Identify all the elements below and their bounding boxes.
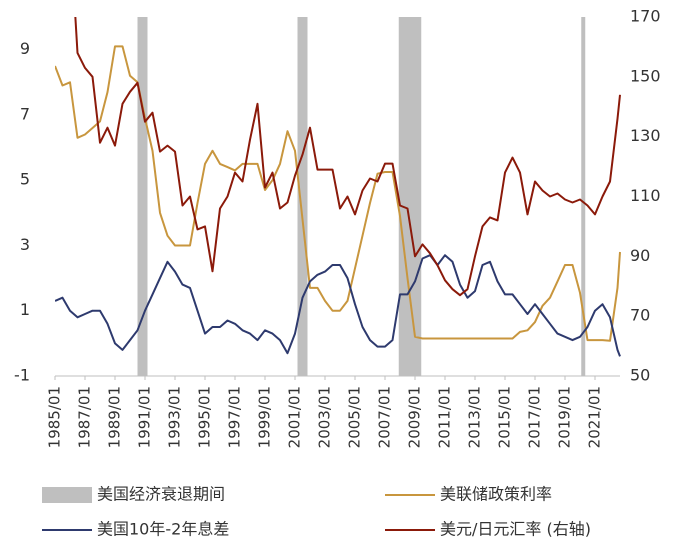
y2-tick-label: 130 [630, 126, 661, 145]
y-tick-label: 7 [20, 104, 30, 123]
x-tick-label: 1989/01 [106, 386, 124, 448]
y2-tick-label: 170 [630, 7, 661, 26]
x-tick-label: 2001/01 [286, 386, 304, 448]
legend-label: 美联储政策利率 [440, 485, 552, 504]
y-tick-label: 5 [20, 170, 30, 189]
x-tick-label: 2007/01 [376, 386, 394, 448]
recession-bar [398, 17, 422, 376]
x-tick-label: 2017/01 [526, 386, 544, 448]
x-tick-label: 2009/01 [406, 386, 424, 448]
y-tick-label: 1 [20, 300, 30, 319]
series-line [55, 254, 621, 357]
y-tick-label: 3 [20, 235, 30, 254]
recession-bar [137, 17, 148, 376]
series-line [55, 45, 621, 342]
legend-label: 美国10年-2年息差 [97, 520, 229, 539]
x-tick-label: 2019/01 [556, 386, 574, 448]
y-tick-label: -1 [14, 366, 30, 385]
recession-bar [297, 17, 308, 376]
x-tick-label: 2003/01 [316, 386, 334, 448]
legend-label: 美国经济衰退期间 [97, 485, 225, 504]
series-line [74, 17, 621, 297]
y2-tick-label: 50 [630, 366, 650, 385]
legend-swatch [42, 487, 92, 503]
x-tick-label: 2005/01 [346, 386, 364, 448]
y2-tick-label: 110 [630, 186, 661, 205]
x-tick-label: 1993/01 [166, 386, 184, 448]
legend-label: 美元/日元汇率 (右轴) [440, 520, 591, 539]
y2-tick-label: 150 [630, 66, 661, 85]
y2-tick-label: 70 [630, 306, 650, 325]
x-tick-label: 2013/01 [466, 386, 484, 448]
x-tick-label: 2015/01 [496, 386, 514, 448]
axes: -1 1 3 5 7 9 50 70 90 110 130 150 170 1985/01 1987/01 1… [14, 7, 661, 449]
y-tick-label: 9 [20, 39, 30, 58]
x-tick-label: 1985/01 [46, 386, 64, 448]
x-tick-label: 2011/01 [436, 386, 454, 448]
x-tick-label: 1987/01 [76, 386, 94, 448]
x-tick-label: 1991/01 [136, 386, 154, 448]
x-tick-label: 1995/01 [196, 386, 214, 448]
x-tick-label: 1999/01 [256, 386, 274, 448]
x-tick-label: 2021/01 [586, 386, 604, 448]
y2-tick-label: 90 [630, 246, 650, 265]
recession-bars [137, 17, 586, 376]
x-tick-label: 1997/01 [226, 386, 244, 448]
recession-bar [581, 17, 586, 376]
lines [55, 17, 621, 357]
